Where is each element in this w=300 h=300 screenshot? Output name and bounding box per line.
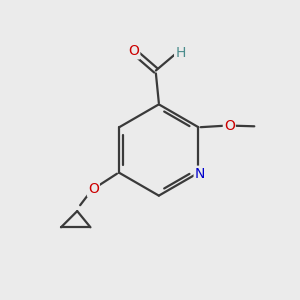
Text: H: H [175, 46, 185, 60]
Text: O: O [88, 182, 99, 196]
Text: N: N [195, 167, 205, 181]
Text: O: O [224, 119, 235, 133]
Text: O: O [128, 44, 139, 58]
